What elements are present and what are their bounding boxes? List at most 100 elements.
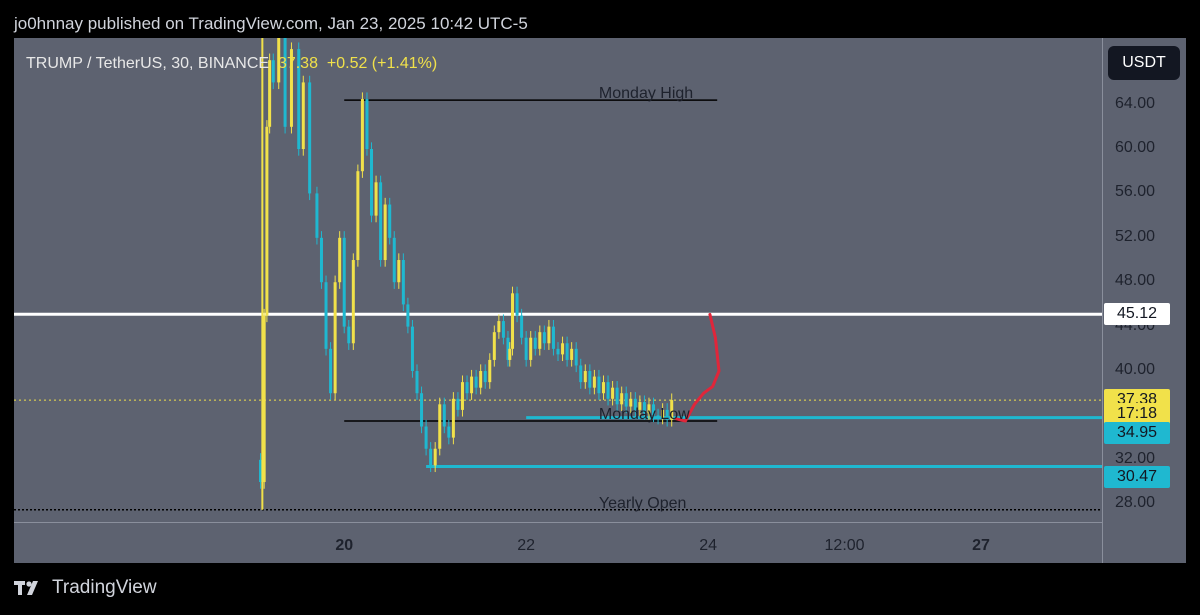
candle-body [661, 409, 665, 418]
price-tick: 48.00 [1115, 272, 1156, 290]
price-axis[interactable] [1102, 38, 1187, 563]
price-chart-svg[interactable] [14, 38, 1102, 522]
level-label: Monday High [598, 85, 694, 103]
candle-body [670, 400, 674, 420]
candle-body [277, 38, 281, 83]
tradingview-footer[interactable]: TradingView [14, 577, 157, 599]
candle-body [611, 387, 615, 399]
candle-body [574, 348, 578, 366]
candle-body [315, 193, 319, 238]
candle-body [652, 404, 656, 416]
candle-body [301, 82, 305, 150]
candle-body [529, 337, 533, 360]
candle-body [642, 402, 646, 414]
time-axis[interactable] [14, 522, 1102, 564]
level-label: Yearly Open [598, 494, 687, 512]
candle-body [319, 237, 323, 283]
price-axis-label: 30.47 [1104, 465, 1170, 488]
candle-body [397, 260, 401, 283]
candle-body [501, 321, 505, 338]
candle-body [268, 60, 272, 127]
candle-body [624, 393, 628, 407]
candle-body [542, 332, 546, 344]
candle-body [633, 398, 637, 410]
candle-body [420, 393, 424, 427]
legend-symbol: TRUMP / TetherUS, 30, BINANCE [26, 55, 270, 72]
currency-button[interactable]: USDT [1108, 46, 1180, 80]
candle-body [401, 260, 405, 305]
legend-price: 37.38 [277, 55, 318, 72]
price-tick: 64.00 [1115, 94, 1156, 112]
candle-body [342, 237, 346, 327]
candle-body [508, 348, 512, 360]
publisher-line: jo0hnnay published on TradingView.com, J… [14, 14, 528, 33]
level-label: Monday Low [598, 405, 690, 423]
price-tick: 28.00 [1115, 494, 1156, 512]
candle-body [383, 204, 387, 261]
candle-body [442, 404, 446, 427]
footer-brand: TradingView [52, 577, 157, 598]
candle-body [259, 459, 263, 483]
candle-body [615, 387, 619, 405]
candle-body [538, 332, 542, 349]
price-tick: 56.00 [1115, 183, 1156, 201]
chart-plot[interactable] [14, 38, 1102, 522]
candle-body [511, 293, 515, 349]
candle-body [324, 282, 328, 349]
candle-body [329, 348, 333, 394]
candle-body [547, 326, 551, 344]
candle-body [271, 60, 275, 83]
candle-body [520, 315, 524, 338]
price-axis-label: 34.95 [1104, 421, 1170, 444]
candle-body [308, 82, 312, 194]
candle-body [506, 337, 510, 360]
candle-body [351, 260, 355, 344]
candle-body [406, 304, 410, 327]
candle-body [551, 326, 555, 349]
time-tick: 27 [972, 537, 990, 554]
candle-body [451, 398, 455, 438]
legend-change: +0.52 (+1.41%) [326, 55, 438, 72]
price-tick: 60.00 [1115, 139, 1156, 156]
candle-body [460, 382, 464, 410]
candle-body [570, 348, 574, 360]
candle-body [465, 382, 469, 394]
price-tick: 32.00 [1115, 449, 1156, 467]
candle-body [647, 404, 651, 414]
chart-legend: TRUMP / TetherUS, 30, BINANCE 37.38 +0.5… [26, 55, 437, 73]
price-tick: 40.00 [1115, 361, 1156, 379]
candle-body [415, 371, 419, 394]
candle-body [524, 337, 528, 360]
candle-body [638, 402, 642, 410]
candle-body [297, 49, 301, 150]
candle-body [347, 326, 351, 344]
candle-body [479, 371, 483, 388]
candle-body [470, 376, 474, 394]
candle-body [356, 171, 360, 261]
candle-body [374, 182, 378, 216]
candle-body [338, 237, 342, 283]
time-tick: 12:00 [824, 537, 865, 554]
candle-body [629, 398, 633, 407]
candle-body [556, 348, 560, 355]
time-tick: 22 [517, 537, 536, 554]
candle-body [474, 376, 478, 388]
candle-body [483, 371, 487, 383]
candle-body [606, 382, 610, 399]
candle-body [410, 326, 414, 372]
candle-body [392, 237, 396, 283]
candle-body [289, 49, 293, 127]
candle-body [533, 337, 537, 349]
candle-body [333, 282, 337, 394]
candle-body [620, 393, 624, 405]
time-tick: 20 [335, 537, 354, 554]
candle-body [283, 38, 287, 127]
candle-body [515, 293, 519, 316]
candle-body [265, 126, 269, 316]
candle-body [597, 376, 601, 394]
candle-body [388, 204, 392, 238]
price-tick: 52.00 [1115, 227, 1156, 245]
candle-body [262, 315, 266, 483]
candle-body [561, 343, 565, 355]
candle-body [665, 409, 669, 420]
